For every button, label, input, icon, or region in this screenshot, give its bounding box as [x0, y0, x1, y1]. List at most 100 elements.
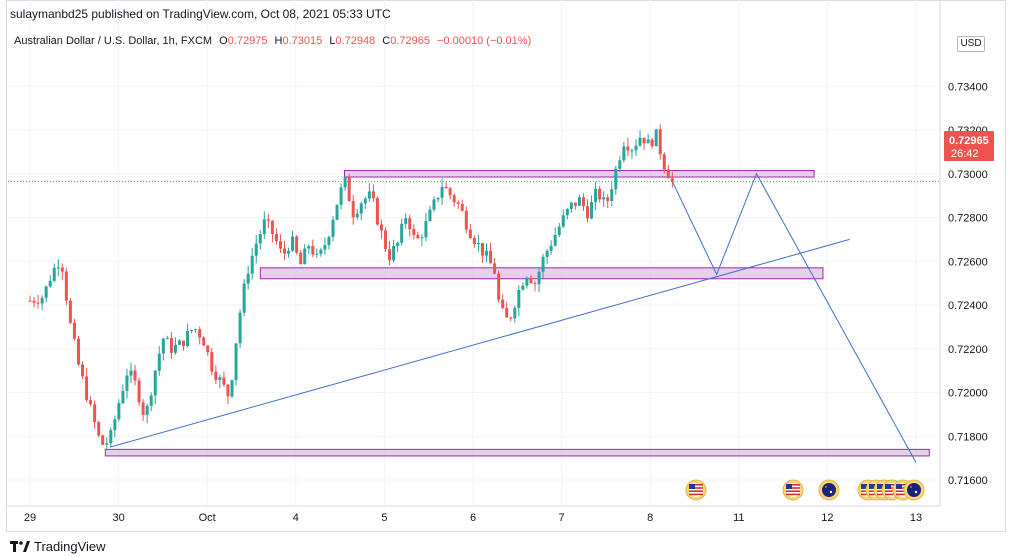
candle-body	[299, 252, 303, 265]
flag-canton	[885, 484, 891, 489]
candle-body	[622, 146, 626, 161]
flag-canton	[689, 484, 695, 489]
candle-body	[319, 249, 323, 254]
candle-body	[101, 435, 105, 445]
candle-body	[222, 377, 226, 385]
candle-body	[238, 312, 242, 344]
candle-body	[278, 241, 282, 249]
flag-base	[907, 483, 921, 497]
tradingview-icon	[10, 540, 30, 552]
au-flag-icon[interactable]	[818, 479, 840, 501]
drawings	[109, 172, 917, 463]
close-value: 0.72965	[390, 35, 430, 47]
candle-body	[476, 242, 480, 244]
price-axis[interactable]: 0.734000.732000.730000.728000.726000.724…	[948, 81, 988, 487]
candle-body	[533, 283, 537, 285]
high-label: H	[274, 35, 283, 47]
candle-body	[85, 376, 89, 401]
candle-body	[638, 137, 642, 146]
candle-body	[307, 246, 311, 249]
candle-body	[646, 139, 650, 144]
candle-body	[642, 137, 646, 144]
candle-body	[157, 353, 161, 371]
candle-body	[40, 297, 44, 304]
time-tick-label: 29	[24, 512, 36, 524]
time-tick-label: 5	[381, 512, 387, 524]
flag-canton	[896, 484, 902, 489]
candle-body	[186, 330, 190, 347]
price-tick-label: 0.73400	[948, 81, 988, 93]
candle-body	[440, 186, 444, 198]
price-tick-label: 0.71800	[948, 431, 988, 443]
candle-body	[497, 273, 501, 300]
candle-body	[262, 219, 266, 235]
candle-body	[480, 242, 484, 256]
candle-body	[351, 201, 355, 218]
candle-body	[384, 230, 388, 250]
candle-body	[202, 337, 206, 346]
flag-stripe	[896, 493, 910, 496]
candle-body	[489, 250, 493, 264]
candle-body	[379, 224, 383, 231]
candle-body	[614, 168, 618, 190]
candle-body	[359, 203, 363, 214]
candle-body	[331, 219, 335, 237]
candle-body	[161, 338, 165, 354]
symbol-legend[interactable]: Australian Dollar / U.S. Dollar, 1h, FXC…	[14, 35, 531, 47]
candle-body	[311, 246, 315, 255]
candle-body	[456, 202, 460, 204]
candle-body	[198, 329, 202, 338]
candle-body	[327, 236, 331, 246]
candle-body	[64, 271, 68, 301]
candle-body	[602, 197, 606, 200]
candle-body	[460, 203, 464, 211]
candle-body	[375, 198, 379, 225]
price-tick-label: 0.72200	[948, 344, 988, 356]
open-value: 0.72975	[227, 35, 268, 47]
time-tick-label: 30	[112, 512, 124, 524]
symbol-name[interactable]: Australian Dollar / U.S. Dollar, 1h, FXC…	[14, 35, 213, 47]
candle-body	[44, 286, 48, 298]
candle-body	[561, 215, 565, 227]
time-tick-label: 12	[821, 512, 833, 524]
candle-body	[420, 237, 424, 239]
candle-body	[634, 145, 638, 151]
us-flag-icon[interactable]	[685, 479, 707, 501]
candle-body	[97, 422, 101, 436]
candle-body	[581, 197, 585, 207]
flag-stripe	[786, 490, 800, 492]
candle-body	[125, 375, 129, 391]
currency-button[interactable]: USD	[957, 36, 985, 52]
candle-body	[60, 267, 64, 272]
projection-path	[671, 172, 917, 463]
candle-body	[416, 234, 420, 239]
us-flag-icon[interactable]	[782, 479, 804, 501]
candle-body	[56, 267, 60, 269]
flag-stripe	[885, 484, 899, 486]
candle-body	[666, 169, 670, 179]
candle-body	[618, 160, 622, 169]
candle-body	[432, 199, 436, 210]
flag-canton	[861, 484, 867, 489]
price-tick-label: 0.71600	[948, 475, 988, 487]
time-tick-label: 7	[559, 512, 565, 524]
candle-body	[283, 248, 287, 254]
candle-body	[68, 300, 72, 323]
candle-body	[606, 197, 610, 201]
time-tick-label: 11	[733, 512, 744, 524]
candle-body	[557, 226, 561, 236]
candle-body	[537, 271, 541, 285]
candle-body	[48, 280, 52, 287]
time-tick-label: 13	[910, 512, 922, 524]
economic-events[interactable]	[685, 479, 925, 501]
bottom-support-zone	[104, 448, 930, 457]
candle-body	[194, 329, 198, 331]
brand-name: TradingView	[34, 539, 106, 554]
change-value: −0.00010 (−0.01%)	[437, 35, 532, 47]
candle-body	[577, 197, 581, 206]
candle-body	[549, 245, 553, 251]
tradingview-logo[interactable]: TradingView	[10, 539, 106, 554]
au-flag-icon[interactable]	[903, 479, 925, 501]
time-axis[interactable]: 29 30 Oct 4 5 6 7 8 11 12 13	[24, 512, 922, 524]
